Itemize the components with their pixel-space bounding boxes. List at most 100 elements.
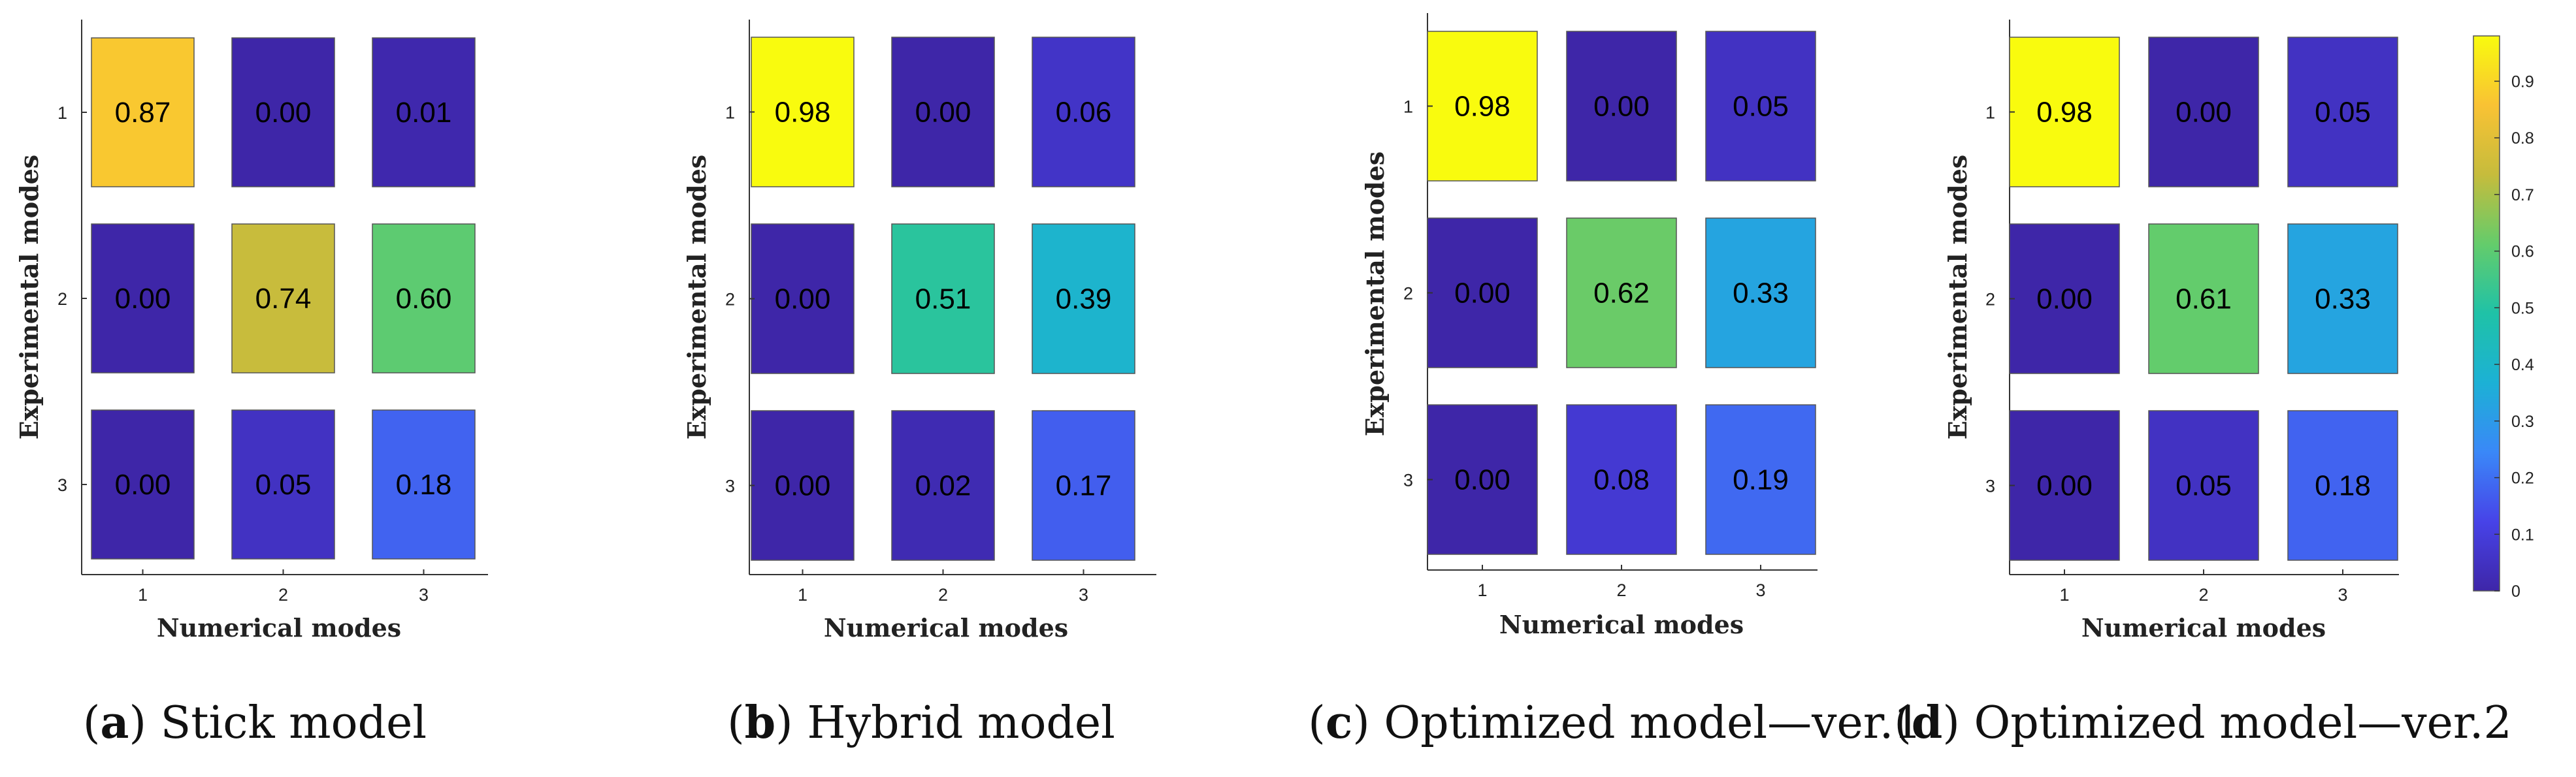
- heatmap-cell-r2-c3: [1705, 217, 1816, 368]
- colorbar-tick-label: 0.4: [2511, 356, 2534, 374]
- x-tick-label: 2: [2198, 585, 2208, 605]
- x-tick-label: 2: [938, 585, 948, 605]
- x-tick-label: 2: [278, 585, 288, 605]
- cell-value-label: 0.05: [2176, 470, 2232, 502]
- caption-text: Hybrid model: [793, 697, 1115, 749]
- heatmap-cell-r2-c2: [891, 223, 995, 374]
- colorbar-tick-label: 0.8: [2511, 129, 2534, 148]
- x-tick-label: 3: [2338, 585, 2347, 605]
- cell-value-label: 0.00: [115, 283, 171, 315]
- panel-caption: (d) Optimized model—ver.2: [1894, 697, 2512, 749]
- cell-value-label: 0.18: [396, 469, 452, 501]
- heatmap-cell-r1-c2: [2148, 37, 2259, 187]
- heatmap-cell-r2-c1: [2009, 223, 2120, 374]
- cell-value-label: 0.00: [915, 97, 971, 129]
- y-tick-label: 1: [57, 103, 67, 123]
- colorbar-tick-label: 0.9: [2511, 72, 2534, 91]
- cell-value-label: 0.00: [2176, 97, 2232, 129]
- x-axis-title: Numerical modes: [824, 613, 1068, 642]
- cell-value-label: 0.05: [1733, 91, 1789, 123]
- heatmap-panel-d: 0.98 0.00 0.05 0.00 0.61 0.33 0.00 0.05 0.18 1 2 3 1…: [1894, 20, 2512, 749]
- caption-letter: c: [1326, 697, 1352, 749]
- caption-text: Stick model: [146, 697, 427, 749]
- caption-letter: b: [745, 697, 776, 749]
- cell-value-label: 0.00: [255, 97, 312, 129]
- heatmap-cell-r1-c2: [231, 37, 335, 187]
- panel-caption: (a) Stick model: [83, 697, 427, 749]
- cell-value-label: 0.39: [1056, 283, 1112, 315]
- y-tick-label: 3: [1403, 471, 1413, 490]
- heatmap-cell-r2-c2: [2148, 223, 2259, 374]
- heatmap-cell-r1-c3: [2287, 37, 2398, 187]
- y-axis-title: Experimental modes: [14, 155, 44, 439]
- heatmap-cell-r1-c2: [891, 37, 995, 187]
- heatmap-cell-r2-c1: [1427, 217, 1538, 368]
- x-tick-label: 1: [1477, 580, 1487, 600]
- cell-value-label: 0.05: [2315, 97, 2371, 129]
- caption-open-paren: (: [83, 697, 101, 749]
- heatmap-panel-c: 0.98 0.00 0.05 0.00 0.62 0.33 0.00 0.08 0.19 1 2 3 1…: [1308, 13, 1922, 749]
- y-tick-label: 3: [725, 477, 735, 496]
- heatmap-cell-r1-c1: [91, 37, 195, 187]
- y-axis-title: Experimental modes: [1360, 151, 1390, 436]
- colorbar-tick-label: 0.6: [2511, 243, 2534, 261]
- heatmap-cell-r3-c2: [1566, 404, 1677, 555]
- cell-value-label: 0.00: [115, 469, 171, 501]
- caption-text: Optimized model—ver.2: [1960, 697, 2512, 749]
- panel-caption: (c) Optimized model—ver.1: [1308, 697, 1921, 749]
- caption-open-paren: (: [1894, 697, 1912, 749]
- caption-close-paren: ): [129, 697, 146, 749]
- cell-value-label: 0.00: [2036, 283, 2093, 315]
- cell-value-label: 0.18: [2315, 470, 2371, 502]
- heatmap-cell-r2-c2: [231, 223, 335, 373]
- y-tick-label: 1: [1985, 103, 1995, 123]
- caption-close-paren: ): [1942, 697, 1960, 749]
- heatmap-cell-r3-c1: [2009, 410, 2120, 561]
- cell-value-label: 0.61: [2176, 283, 2232, 315]
- x-axis-title: Numerical modes: [1499, 610, 1744, 639]
- cell-value-label: 0.00: [1454, 278, 1510, 309]
- heatmap-cell-r3-c3: [2287, 410, 2398, 561]
- y-tick-label: 2: [1403, 284, 1413, 304]
- heatmap-cell-r2-c3: [372, 223, 476, 373]
- cell-value-label: 0.00: [775, 470, 831, 502]
- heatmap-cell-r2-c1: [91, 223, 195, 373]
- heatmap-cell-r2-c1: [751, 223, 855, 374]
- caption-open-paren: (: [727, 697, 745, 749]
- x-tick-label: 1: [138, 585, 148, 605]
- y-tick-label: 3: [1985, 477, 1995, 496]
- cell-value-label: 0.08: [1593, 464, 1650, 496]
- colorbar-tick-label: 0.3: [2511, 413, 2534, 431]
- cell-value-label: 0.74: [255, 283, 312, 315]
- cell-value-label: 0.60: [396, 283, 452, 315]
- x-tick-label: 2: [1616, 580, 1626, 600]
- colorbar: 0 0.1 0.2 0.3 0.4 0.5 0.6 0.7 0.8 0.9: [2473, 35, 2534, 601]
- cell-value-label: 0.05: [255, 469, 312, 501]
- heatmap-cell-r1-c1: [2009, 37, 2120, 187]
- y-tick-label: 3: [57, 475, 67, 495]
- caption-close-paren: ): [775, 697, 793, 749]
- heatmap-cell-r1-c3: [1705, 31, 1816, 182]
- x-tick-label: 1: [798, 585, 807, 605]
- cell-value-label: 0.02: [915, 470, 971, 502]
- cell-value-label: 0.98: [1454, 91, 1510, 123]
- y-tick-label: 2: [57, 289, 67, 309]
- heatmap-cell-r2-c3: [2287, 223, 2398, 374]
- caption-letter: d: [1912, 697, 1943, 749]
- heatmap-cell-r3-c2: [2148, 410, 2259, 561]
- x-axis-title: Numerical modes: [2081, 613, 2326, 642]
- heatmap-panel-a: 0.87 0.00 0.01 0.00 0.74 0.60 0.00 0.05 0.18 1 2 3 1…: [14, 20, 488, 749]
- x-tick-label: 3: [1755, 580, 1765, 600]
- colorbar-tick-label: 0.5: [2511, 299, 2534, 317]
- heatmap-cell-r3-c3: [1032, 410, 1135, 561]
- y-axis-title: Experimental modes: [682, 155, 711, 439]
- heatmap-cell-r3-c2: [231, 409, 335, 560]
- colorbar-gradient: [2473, 35, 2500, 592]
- heatmap-cell-r2-c3: [1032, 223, 1135, 374]
- x-tick-label: 3: [1079, 585, 1088, 605]
- heatmap-cell-r1-c3: [372, 37, 476, 187]
- caption-open-paren: (: [1308, 697, 1326, 749]
- cell-value-label: 0.51: [915, 283, 971, 315]
- cell-value-label: 0.00: [775, 283, 831, 315]
